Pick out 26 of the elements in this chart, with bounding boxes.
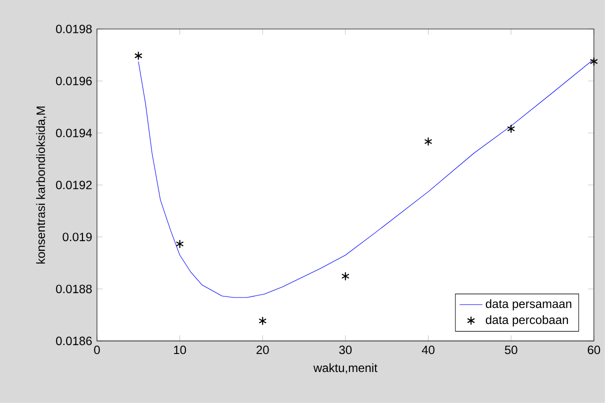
point [176,239,184,249]
x-axis-title: waktu,menit [313,363,378,374]
y-tick-label: 0.0196 [56,76,92,86]
x-tick-label: 40 [422,346,434,354]
point [590,56,598,66]
x-tick-label: 10 [174,346,186,354]
y-tick-label: 0.0186 [56,336,92,346]
y-tick-label: 0.0198 [56,24,92,34]
x-tick-label: 30 [339,346,352,354]
x-tick-label: 50 [504,346,518,354]
line-series [138,58,594,298]
point [424,137,432,146]
y-axis-title: konsentrasi karbondioksida,M [36,106,46,264]
y-tick-label: 0.0194 [56,128,92,138]
y-tick-label: 0.0188 [56,284,92,294]
legend-label: data percobaan [486,315,568,326]
point [341,272,350,281]
point [134,51,142,60]
x-tick-label: 0 [94,346,100,354]
y-tick-label: 0.0192 [56,180,92,190]
point [507,124,516,134]
point [258,316,267,326]
y-tick-label: 0.019 [62,232,92,242]
x-tick-label: 20 [256,346,269,354]
x-tick-label: 60 [588,346,600,354]
legend-label: data persamaan [486,299,572,310]
